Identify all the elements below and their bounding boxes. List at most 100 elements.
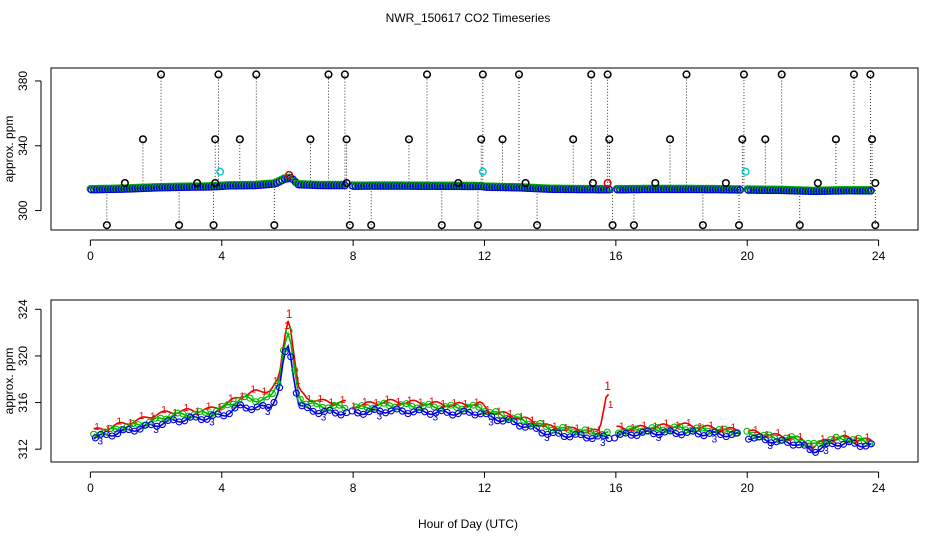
series-1-point: 1 [284,321,290,332]
series-2-point [229,400,237,408]
top-panel: 0 4 8 12 16 20 24 300 340 380 approx. ppm [2,67,919,263]
outlier-point-high [569,135,578,144]
outlier-point-low [175,221,184,230]
outlier-point-mid [588,178,597,188]
series-3-point [482,410,490,418]
x-tick-label: 16 [609,481,623,495]
series-1-point: 1 [798,432,804,443]
series-3-point [711,428,719,436]
series-3-label: 3 [321,412,327,423]
series-1-point: 1 [340,395,346,406]
series-1-point: 1 [440,399,446,410]
outlier-point-high [156,70,166,79]
series-1-point: 1 [94,422,100,433]
series-2-point [168,412,176,420]
x-tick-label: 4 [218,249,225,263]
series-1-point: 1 [865,432,871,443]
series-3-point [784,438,792,447]
outlier-point-high [866,70,875,79]
series-1-point: 1 [775,428,781,439]
series-3-point [806,446,814,454]
outlier-point-low [698,221,707,230]
series-1-point: 1 [362,397,368,408]
series-3-point [644,427,652,435]
y-tick-label: 320 [16,346,30,366]
series-1-point: 1 [552,421,558,432]
series-2-point [274,380,282,388]
series-3-label: 3 [432,413,438,424]
series-2-point [162,415,170,423]
baseline-point-green [866,186,874,194]
x-tick-label: 12 [478,249,492,263]
series-1-point: 1 [117,417,123,428]
series-3-label: 3 [265,407,271,418]
outlier-point-high [831,135,840,144]
series-3-point [231,404,239,412]
y-tick-label: 300 [16,200,30,220]
outlier-point-high [867,135,877,144]
series-1-point: 1 [318,394,324,405]
x-axis-label: Hour of Day (UTC) [418,517,518,531]
series-3-point [555,429,563,437]
series-3-point [454,410,462,418]
series-2-point [542,422,550,430]
series-2-point [514,413,522,421]
x-tick-label: 0 [87,481,94,495]
series-2-point [631,425,639,433]
series-1-point: 1 [708,420,714,431]
series-1-point: 1 [731,422,737,433]
y-tick-label: 324 [16,299,30,319]
series-2-point [536,419,544,427]
series-3-point [839,440,848,448]
series-1-point: 1 [530,415,536,426]
series-2-point [497,411,505,419]
series-1-point: 1 [719,424,725,435]
series-1-point: 1 [429,397,435,408]
series-1-point: 1 [351,401,357,412]
series-2-point [788,433,796,441]
series-1-point: 1 [172,408,178,419]
series-1-point: 1 [195,406,201,417]
series-1-point: 1 [842,430,848,441]
baseline-point-green [604,184,613,193]
series-1-point: 1 [652,422,658,433]
x-tick-label: 20 [741,249,755,263]
series-2-point [676,423,684,431]
series-1-point: 1 [251,385,257,396]
red-point [603,178,612,188]
outlier-point-high [738,135,747,144]
series-3-point [276,384,284,392]
series-1-point: 1 [373,398,379,409]
outlier-point-mid [813,178,822,188]
outlier-point-low [629,221,638,230]
outlier-point-high [761,135,770,144]
series-3-point [91,434,99,442]
series-1-point: 1 [786,433,792,444]
series-3-label: 3 [209,417,215,428]
outlier-point-high [138,135,148,144]
series-1-point: 1 [507,409,513,420]
baseline-point-green [337,180,346,189]
y-axis-label: approx. ppm [2,348,16,415]
series-3-label: 3 [600,438,606,449]
series-2-point [425,400,433,408]
series-1-point: 1 [608,400,614,411]
outlier-point-low [473,221,482,230]
baseline-point-blue [867,186,875,195]
series-2-point [698,424,706,432]
series-2-point [520,416,528,424]
outlier-point-low [437,221,446,230]
series-2-point [391,403,399,411]
series-3-label: 3 [767,441,773,452]
series-3-line [93,343,872,454]
series-3-point [633,431,641,440]
series-1-point: 1 [463,399,469,410]
series-2-point [279,346,288,354]
series-2-point [235,396,243,405]
outlier-point-high [587,70,596,79]
series-1-point: 1 [496,407,502,418]
outlier-point-mid [651,178,660,188]
outlier-point-high [682,70,691,79]
